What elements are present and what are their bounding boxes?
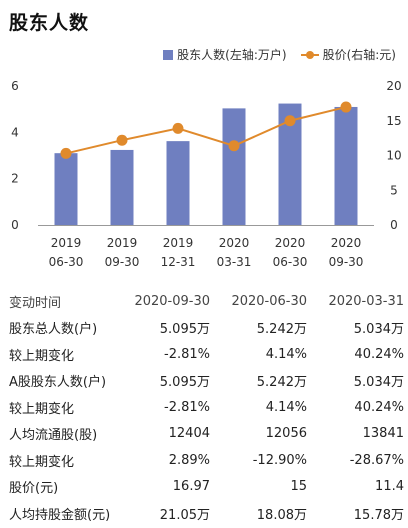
row-value: 12056	[265, 426, 307, 442]
row-label: 股价(元)	[9, 481, 59, 497]
y-left-tick-label: 2	[11, 172, 19, 186]
price-point	[116, 134, 128, 146]
y-left-tick-label: 6	[11, 79, 19, 93]
x-tick-label: 2019	[163, 236, 194, 250]
table-row: 股东总人数(户) 5.095万 5.242万 5.034万	[0, 315, 408, 342]
table-row: 股价(元) 16.97 15 11.4	[0, 474, 408, 501]
x-tick-label: 2019	[107, 236, 138, 250]
row-value: 40.24%	[354, 346, 404, 362]
row-value: 5.034万	[353, 322, 404, 338]
price-point	[172, 122, 184, 134]
y-right-tick-label: 20	[386, 79, 401, 93]
row-value: 15.78万	[353, 507, 404, 523]
legend-line-label: 股价(右轴:元)	[322, 48, 396, 62]
page-title: 股东人数	[9, 12, 90, 34]
combo-chart: 0 2 4 6 0 5 10 15 20 2019 06-30 2019 09-30 2019 12-31 2…	[11, 79, 401, 269]
price-point	[60, 147, 72, 159]
legend-line-swatch	[300, 50, 319, 60]
row-label: 人均流通股(股)	[9, 428, 98, 444]
bar	[54, 153, 78, 225]
x-tick-label: 03-31	[217, 255, 252, 269]
row-value: 4.14%	[265, 399, 307, 415]
x-tick-label: 06-30	[273, 255, 308, 269]
bar	[166, 141, 190, 225]
table-header-label: 变动时间	[9, 295, 62, 311]
bar	[110, 149, 134, 225]
x-tick-label: 2019	[51, 236, 82, 250]
table-row: A股股东人数(户) 5.095万 5.242万 5.034万	[0, 368, 408, 395]
x-tick-label: 2020	[275, 236, 306, 250]
y-left-tick-label: 4	[11, 125, 19, 139]
y-right-tick-label: 0	[390, 218, 398, 232]
x-tick-label: 2020	[219, 236, 250, 250]
row-value: 2.89%	[168, 452, 210, 468]
table-row: 较上期变化 -2.81% 4.14% 40.24%	[0, 394, 408, 421]
table-row: 人均持股金额(元) 21.05万 18.08万 15.78万	[0, 500, 408, 527]
table-row: 较上期变化 -2.81% 4.14% 40.24%	[0, 341, 408, 368]
shareholder-table: 变动时间 2020-09-30 2020-06-30 2020-03-31 股东…	[0, 288, 408, 527]
x-tick-label: 09-30	[329, 255, 364, 269]
table-header-date: 2020-06-30	[231, 293, 307, 309]
x-tick-label: 12-31	[161, 255, 196, 269]
x-tick-label: 06-30	[49, 255, 84, 269]
row-value: 5.095万	[159, 375, 210, 391]
bar	[278, 103, 302, 225]
row-value: -2.81%	[164, 346, 210, 362]
row-value: 21.05万	[159, 507, 210, 523]
row-value: 5.095万	[159, 322, 210, 338]
price-point	[340, 101, 352, 113]
row-label: 较上期变化	[9, 401, 75, 417]
y-right-tick-label: 5	[390, 183, 398, 197]
table-row: 较上期变化 2.89% -12.90% -28.67%	[0, 447, 408, 474]
bar	[222, 108, 246, 225]
bar	[334, 106, 358, 225]
y-right-tick-label: 10	[386, 149, 401, 163]
table-header-row: 变动时间 2020-09-30 2020-06-30 2020-03-31	[0, 288, 408, 315]
price-line	[65, 106, 347, 155]
y-right-tick-label: 15	[386, 114, 401, 128]
y-left-tick-label: 0	[11, 218, 19, 232]
legend-bar-swatch	[163, 49, 174, 60]
chart-legend: 股东人数(左轴:万户) 股价(右轴:元)	[163, 46, 396, 63]
x-tick-label: 09-30	[105, 255, 140, 269]
row-label: 人均持股金额(元)	[9, 507, 111, 523]
row-value: 4.14%	[265, 346, 307, 362]
row-value: 15	[290, 479, 307, 495]
legend-bar-label: 股东人数(左轴:万户)	[177, 48, 287, 62]
table-header-date: 2020-09-30	[134, 293, 210, 309]
row-value: 5.034万	[353, 375, 404, 391]
row-value: 40.24%	[354, 399, 404, 415]
row-value: -12.90%	[252, 452, 307, 468]
row-value: 5.242万	[256, 375, 307, 391]
row-value: 5.242万	[256, 322, 307, 338]
row-value: 12404	[168, 426, 210, 442]
x-tick-label: 2020	[331, 236, 362, 250]
price-point	[228, 140, 240, 152]
row-value: 16.97	[172, 479, 210, 495]
row-value: 18.08万	[256, 507, 307, 523]
row-value: 13841	[362, 426, 404, 442]
row-value: -28.67%	[349, 452, 404, 468]
row-label: A股股东人数(户)	[9, 375, 107, 391]
table-row: 人均流通股(股) 12404 12056 13841	[0, 421, 408, 448]
row-label: 较上期变化	[9, 454, 75, 470]
row-value: 11.4	[375, 479, 404, 495]
row-label: 较上期变化	[9, 348, 75, 364]
row-value: -2.81%	[164, 399, 210, 415]
table-header-date: 2020-03-31	[328, 293, 404, 309]
row-label: 股东总人数(户)	[9, 322, 98, 338]
price-point	[284, 115, 296, 127]
